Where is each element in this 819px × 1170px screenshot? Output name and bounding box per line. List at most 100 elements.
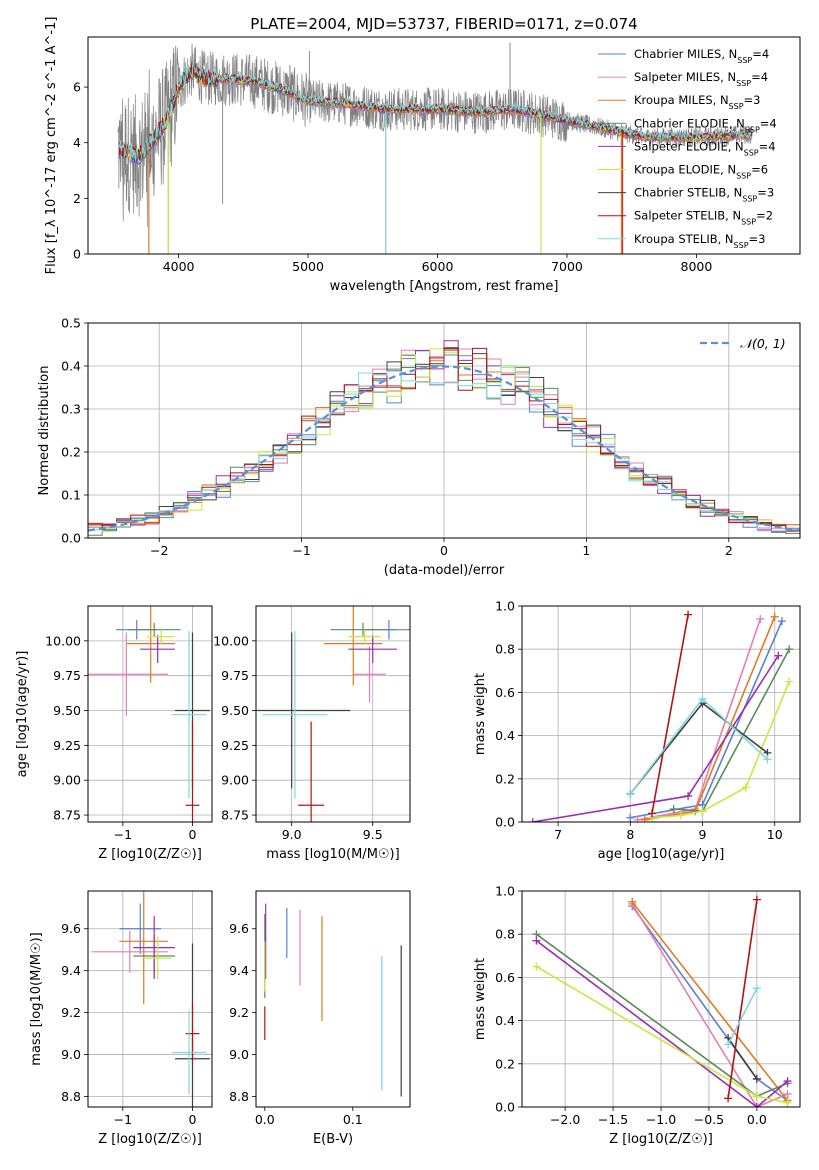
y-tick-label: 0 — [73, 247, 81, 262]
panel-residuals: −2 −1 0 1 2 0.0 0.1 0.2 0.3 0.4 0.5 (data-model)/er… — [37, 316, 801, 578]
weight-marker — [741, 783, 750, 792]
x-tick-label: 4000 — [163, 259, 195, 274]
y-tick-label: 0.4 — [61, 359, 81, 374]
weight-series-line — [727, 987, 758, 1045]
errorbar-point — [171, 631, 207, 799]
x-tick-label: 0.0 — [747, 1112, 767, 1127]
x-tick-label: 7000 — [551, 259, 583, 274]
axes-frame — [255, 890, 411, 1108]
model-spectrum-line — [118, 61, 753, 164]
errorbar-point — [324, 606, 383, 686]
weight-marker — [626, 789, 635, 798]
y-tick-label: 9.75 — [221, 668, 249, 683]
y-tick-label: 0.6 — [495, 970, 515, 985]
legend: 𝒩(0, 1) — [700, 336, 786, 351]
errorbar-point — [127, 622, 181, 637]
errorbar-point — [91, 930, 169, 973]
weight-marker — [763, 755, 772, 764]
x-axis-label: Z [log10(Z/Z☉)] — [98, 847, 202, 862]
y-tick-label: 0.6 — [495, 685, 515, 700]
errorbar-point — [126, 606, 176, 683]
x-axis-label: mass [log10(M/M☉)] — [266, 847, 399, 862]
x-tick-label: 2 — [725, 543, 733, 558]
y-axis-label: mass weight — [473, 673, 488, 755]
weight-marker — [752, 1103, 761, 1107]
plot-area — [88, 340, 800, 537]
y-tick-label: 0.2 — [495, 1056, 515, 1071]
y-tick-label: 9.00 — [221, 773, 249, 788]
legend-label: Kroupa MILES, NSSP=3 — [634, 93, 760, 111]
weight-series-line — [673, 648, 790, 813]
y-tick-label: 9.6 — [229, 921, 249, 936]
y-tick-label: 10.00 — [45, 633, 81, 648]
legend-label: Chabrier STELIB, NSSP=3 — [634, 186, 774, 204]
y-tick-label: 9.2 — [61, 1005, 81, 1020]
y-tick-label: 9.00 — [53, 773, 81, 788]
x-tick-label: 0.1 — [343, 1112, 363, 1127]
panel-mass_vs_ebv: 0.0 0.1 8.8 9.0 9.2 9.4 9.6 E(B-V) — [229, 890, 411, 1147]
y-tick-label: 0.0 — [61, 531, 81, 546]
legend-label: Kroupa ELODIE, NSSP=6 — [634, 163, 768, 181]
y-tick-label: 8.75 — [221, 808, 249, 823]
panel-mass_vs_z: −1 0 8.8 9.0 9.2 9.4 9.6 Z [log10(Z/Z☉)] mass [l… — [29, 890, 213, 1147]
weight-marker — [774, 651, 783, 660]
y-tick-label: 4 — [73, 135, 81, 150]
residual-histogram — [88, 365, 800, 535]
y-tick-label: 9.0 — [229, 1047, 249, 1062]
weight-series-line — [651, 614, 689, 814]
y-tick-label: 0.1 — [61, 488, 81, 503]
weight-marker — [647, 809, 656, 818]
plot-area — [91, 891, 210, 1107]
weight-marker — [640, 815, 649, 822]
x-tick-label: 8 — [626, 827, 634, 842]
weight-marker — [777, 617, 786, 626]
figure-title: PLATE=2004, MJD=53737, FIBERID=0171, z=0… — [250, 15, 637, 33]
y-tick-label: 2 — [73, 191, 81, 206]
y-tick-label: 9.25 — [221, 738, 249, 753]
weight-marker — [532, 936, 541, 945]
y-tick-label: 8.75 — [53, 808, 81, 823]
x-tick-label: 7 — [554, 827, 562, 842]
weight-marker — [724, 1040, 733, 1049]
y-tick-label: 0.5 — [61, 316, 81, 331]
errorbar-point — [171, 1010, 207, 1095]
errorbar-point — [133, 916, 176, 980]
x-axis-label: wavelength [Angstrom, rest frame] — [330, 279, 559, 294]
x-tick-label: −1 — [114, 827, 132, 842]
y-tick-label: 0.0 — [495, 815, 515, 830]
y-tick-label: 9.75 — [53, 668, 81, 683]
y-tick-label: 0.8 — [495, 927, 515, 942]
plot-area — [117, 42, 753, 254]
legend-label: Kroupa STELIB, NSSP=3 — [634, 232, 765, 250]
errorbar-point — [298, 721, 325, 822]
axes-frame — [87, 322, 801, 539]
weight-marker — [698, 694, 707, 703]
y-tick-label: 0.4 — [495, 1013, 515, 1028]
weight-marker — [669, 805, 678, 814]
x-tick-label: 0 — [440, 543, 448, 558]
weight-marker — [756, 614, 765, 623]
errorbar-point — [348, 629, 381, 644]
weight-marker — [532, 962, 541, 971]
axes-frame — [87, 36, 801, 255]
y-tick-label: 0.0 — [495, 1100, 515, 1115]
legend-label: Chabrier MILES, NSSP=4 — [634, 47, 769, 65]
y-axis-label: Normed distribution — [37, 366, 52, 496]
legend-label: Salpeter STELIB, NSSP=2 — [634, 209, 773, 227]
axes-frame — [87, 890, 213, 1108]
x-tick-label: 9.5 — [363, 827, 383, 842]
errorbar-point — [88, 632, 169, 717]
weight-series-line — [535, 940, 789, 1107]
errorbar-point — [143, 937, 172, 980]
x-tick-label: 9 — [699, 827, 707, 842]
panel-age_vs_mass: 9.0 9.5 8.75 9.00 9.25 9.50 9.75 10.00 mass [log… — [213, 605, 411, 862]
weight-marker — [752, 984, 761, 993]
weight-series-line — [631, 901, 789, 1101]
x-axis-label: age [log10(age/yr)] — [598, 847, 725, 862]
weight-marker — [783, 1098, 792, 1107]
errorbar-point — [185, 721, 200, 822]
weight-marker — [676, 811, 685, 820]
weight-marker — [633, 815, 642, 822]
y-tick-label: 9.0 — [61, 1047, 81, 1062]
